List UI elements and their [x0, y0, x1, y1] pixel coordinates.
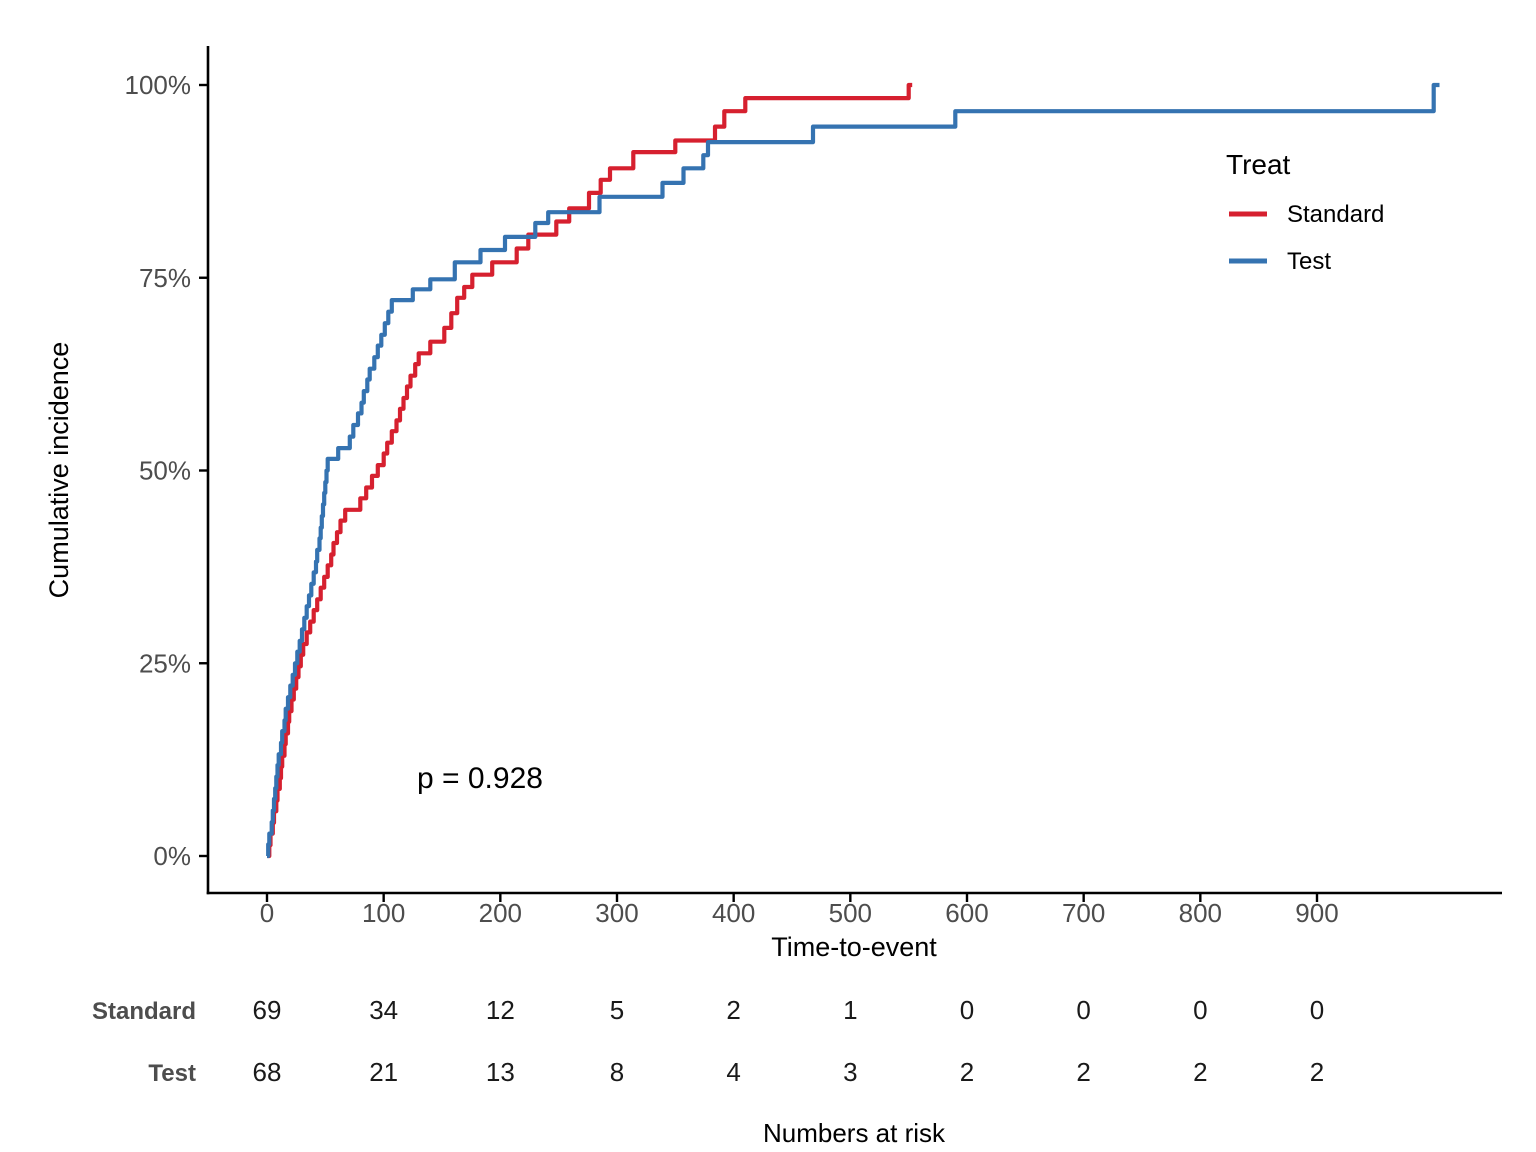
- x-axis-title: Time-to-event: [771, 932, 937, 962]
- x-tick-label: 200: [479, 898, 522, 928]
- y-tick-label: 50%: [139, 456, 191, 486]
- x-tick-label: 0: [260, 898, 274, 928]
- survival-curve-standard: [267, 82, 913, 859]
- ticks-layer: 0 100 200 300 400 500 600 700 800 900 0% 25% 50% 75% 1…: [125, 70, 1339, 928]
- risk-value: 34: [369, 995, 398, 1025]
- survival-curve-test: [266, 82, 1440, 859]
- risk-value: 68: [253, 1057, 282, 1087]
- legend-title: Treat: [1226, 149, 1291, 180]
- x-tick-label: 800: [1179, 898, 1222, 928]
- risk-value: 0: [1310, 995, 1324, 1025]
- p-value-annotation: p = 0.928: [417, 762, 543, 795]
- risk-row-label-test: Test: [148, 1060, 196, 1087]
- legend-label-test: Test: [1287, 248, 1331, 275]
- risk-value: 21: [369, 1057, 398, 1087]
- risk-value: 0: [1076, 995, 1090, 1025]
- y-axis-title: Cumulative incidence: [44, 342, 74, 599]
- risk-value: 5: [610, 995, 624, 1025]
- x-tick-label: 400: [712, 898, 755, 928]
- y-tick-label: 75%: [139, 263, 191, 293]
- risk-table-caption: Numbers at risk: [763, 1118, 946, 1148]
- risk-value: 2: [726, 995, 740, 1025]
- risk-value: 2: [1193, 1057, 1207, 1087]
- x-tick-label: 100: [362, 898, 405, 928]
- risk-value: 2: [960, 1057, 974, 1087]
- x-tick-label: 300: [595, 898, 638, 928]
- risk-value: 8: [610, 1057, 624, 1087]
- risk-value: 0: [1193, 995, 1207, 1025]
- x-tick-label: 900: [1295, 898, 1338, 928]
- risk-row-label-standard: Standard: [92, 998, 196, 1025]
- risk-value: 2: [1076, 1057, 1090, 1087]
- y-tick-label: 0%: [153, 841, 191, 871]
- y-tick-label: 25%: [139, 648, 191, 678]
- x-tick-label: 500: [829, 898, 872, 928]
- y-tick-label: 100%: [125, 70, 192, 100]
- risk-value: 4: [726, 1057, 740, 1087]
- risk-value: 1: [843, 995, 857, 1025]
- risk-value: 2: [1310, 1057, 1324, 1087]
- risk-value: 0: [960, 995, 974, 1025]
- x-tick-label: 700: [1062, 898, 1105, 928]
- risk-value: 69: [253, 995, 282, 1025]
- x-tick-label: 600: [945, 898, 988, 928]
- risk-value: 13: [486, 1057, 515, 1087]
- legend: Treat Standard Test: [1226, 149, 1384, 275]
- risk-value: 12: [486, 995, 515, 1025]
- legend-label-standard: Standard: [1287, 201, 1384, 228]
- curves-layer: [266, 82, 1440, 859]
- risk-value: 3: [843, 1057, 857, 1087]
